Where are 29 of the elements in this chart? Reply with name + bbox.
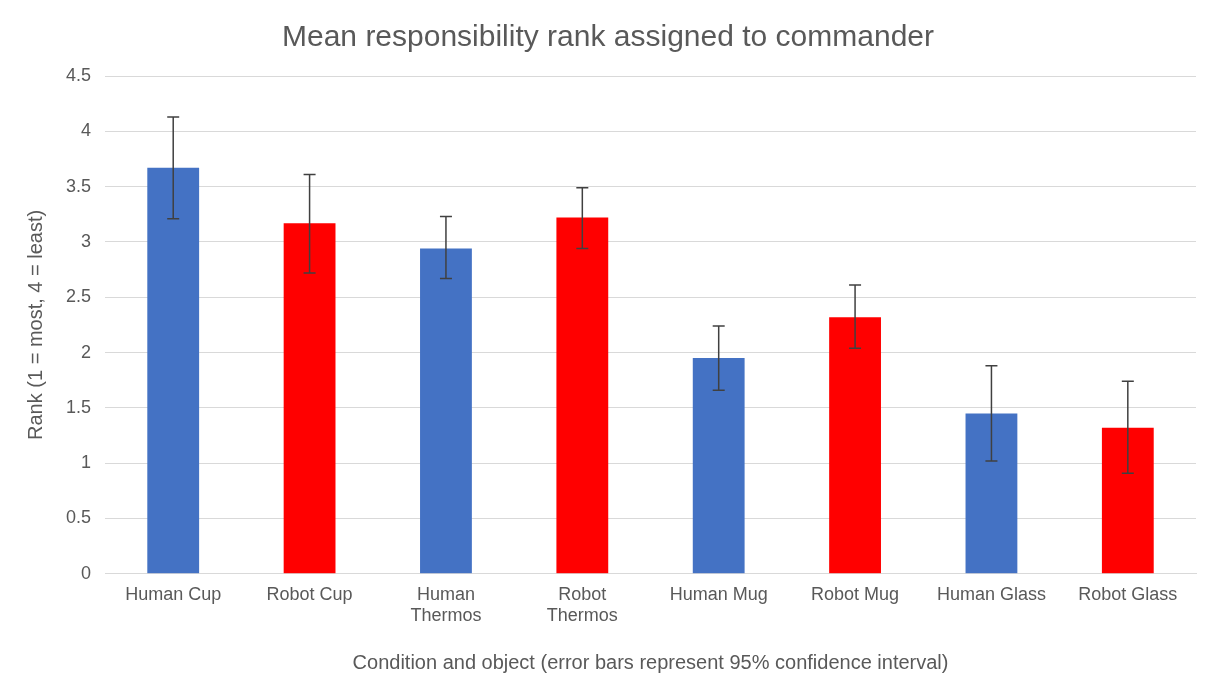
x-tick-label: Human Thermos [410, 583, 482, 626]
x-tick-label: Robot Glass [1078, 583, 1178, 604]
bar [420, 248, 472, 574]
x-tick-label: Human Cup [125, 583, 222, 604]
y-tick-label: 3 [81, 230, 92, 251]
y-tick-label: 2 [81, 341, 92, 362]
y-tick-label: 0 [81, 562, 92, 583]
bar [829, 317, 881, 574]
bar [147, 167, 200, 574]
y-axis-title: Rank (1 = most, 4 = least) [23, 209, 46, 440]
chart-title: Mean responsibility rank assigned to commander [282, 19, 934, 53]
bar [556, 217, 609, 574]
x-axis-title: Condition and object (error bars represent 95% confidence interval) [352, 650, 949, 673]
y-tick-label: 2.5 [65, 286, 92, 307]
y-tick-label: 4 [81, 120, 92, 141]
y-tick-label: 3.5 [65, 175, 92, 196]
bar [965, 413, 1018, 574]
x-tick-label: Human Glass [936, 583, 1046, 604]
x-tick-label: Robot Thermos [546, 583, 618, 626]
y-tick-label: 1.5 [65, 396, 92, 417]
x-tick-label: Robot Mug [811, 583, 900, 604]
x-tick-label: Human Mug [669, 583, 768, 604]
bar [692, 358, 745, 574]
x-tick-label: Robot Cup [266, 583, 353, 604]
y-tick-label: 0.5 [65, 507, 92, 528]
y-tick-label: 1 [81, 452, 92, 473]
y-tick-label: 4.5 [65, 64, 92, 85]
bar [283, 223, 336, 574]
bar [1101, 427, 1154, 574]
